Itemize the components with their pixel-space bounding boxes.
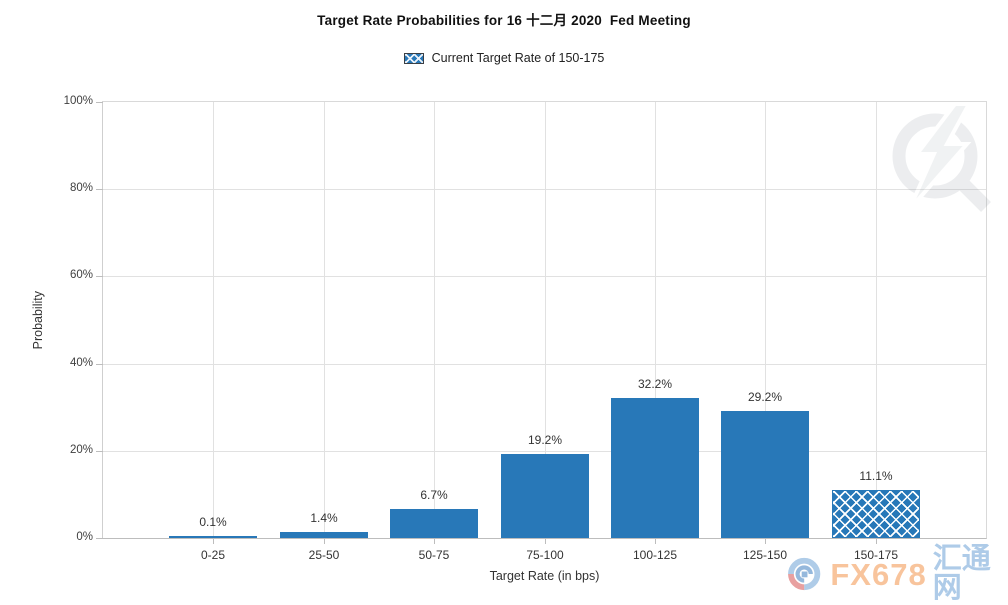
x-axis-tick: [655, 538, 656, 544]
y-axis-tick: [96, 102, 103, 103]
x-axis-category-label: 125-150: [742, 548, 788, 562]
bar-value-label: 1.4%: [310, 511, 338, 525]
bar-value-label: 0.1%: [199, 515, 227, 529]
x-axis-tick: [876, 538, 877, 544]
bar-value-label: 19.2%: [527, 433, 563, 447]
y-axis-tick: [96, 538, 103, 539]
x-axis-tick: [765, 538, 766, 544]
gridline: [103, 189, 986, 190]
bar-25-50[interactable]: [280, 532, 368, 538]
bar-100-125[interactable]: [611, 398, 699, 538]
x-axis-title: Target Rate (in bps): [489, 569, 600, 583]
bar-value-label: 32.2%: [637, 377, 673, 391]
bar-125-150[interactable]: [721, 411, 809, 538]
legend-label[interactable]: Current Target Rate of 150-175: [431, 51, 605, 65]
y-axis-tick: [96, 364, 103, 365]
y-axis-tick: [96, 276, 103, 277]
legend: Current Target Rate of 150-175: [0, 51, 1008, 65]
y-axis-tick-label: 20%: [69, 444, 93, 456]
x-axis-category-label: 75-100: [526, 548, 564, 562]
legend-crosshatch-swatch-icon[interactable]: [403, 52, 424, 64]
x-axis-tick: [213, 538, 214, 544]
y-axis-tick-label: 80%: [69, 182, 93, 194]
x-axis-category-label: 0-25: [200, 548, 226, 562]
gridline: [545, 102, 546, 538]
gridline: [765, 102, 766, 538]
y-axis-tick-label: 40%: [69, 357, 93, 369]
bar-value-label: 6.7%: [420, 488, 448, 502]
y-axis-tick: [96, 451, 103, 452]
y-axis-tick-label: 100%: [63, 95, 93, 107]
y-axis-tick-label: 0%: [76, 531, 93, 543]
x-axis-tick: [324, 538, 325, 544]
y-axis-title: Probability: [31, 290, 45, 350]
gridline: [434, 102, 435, 538]
gridline: [103, 364, 986, 365]
x-axis-category-label: 150-175: [853, 548, 899, 562]
x-axis-category-label: 100-125: [632, 548, 678, 562]
x-axis-tick: [434, 538, 435, 544]
x-axis-tick: [545, 538, 546, 544]
gridline: [876, 102, 877, 538]
bar-75-100[interactable]: [501, 454, 589, 538]
gridline: [324, 102, 325, 538]
bar-50-75[interactable]: [390, 509, 478, 538]
gridline: [655, 102, 656, 538]
chart-title: Target Rate Probabilities for 16 十二月 202…: [317, 13, 691, 28]
plot-area: Probability Target Rate (in bps) 0% 20% 40…: [31, 95, 987, 583]
bar-150-175[interactable]: [832, 490, 920, 538]
y-axis-tick: [96, 189, 103, 190]
x-axis-category-label: 25-50: [308, 548, 340, 562]
bar-value-label: 11.1%: [859, 469, 893, 483]
y-axis-tick-label: 60%: [69, 269, 93, 281]
x-axis-category-label: 50-75: [418, 548, 450, 562]
gridline: [103, 276, 986, 277]
gridline: [213, 102, 214, 538]
bar-0-25[interactable]: [169, 536, 257, 538]
gridline: [103, 451, 986, 452]
bar-value-label: 29.2%: [747, 390, 783, 404]
